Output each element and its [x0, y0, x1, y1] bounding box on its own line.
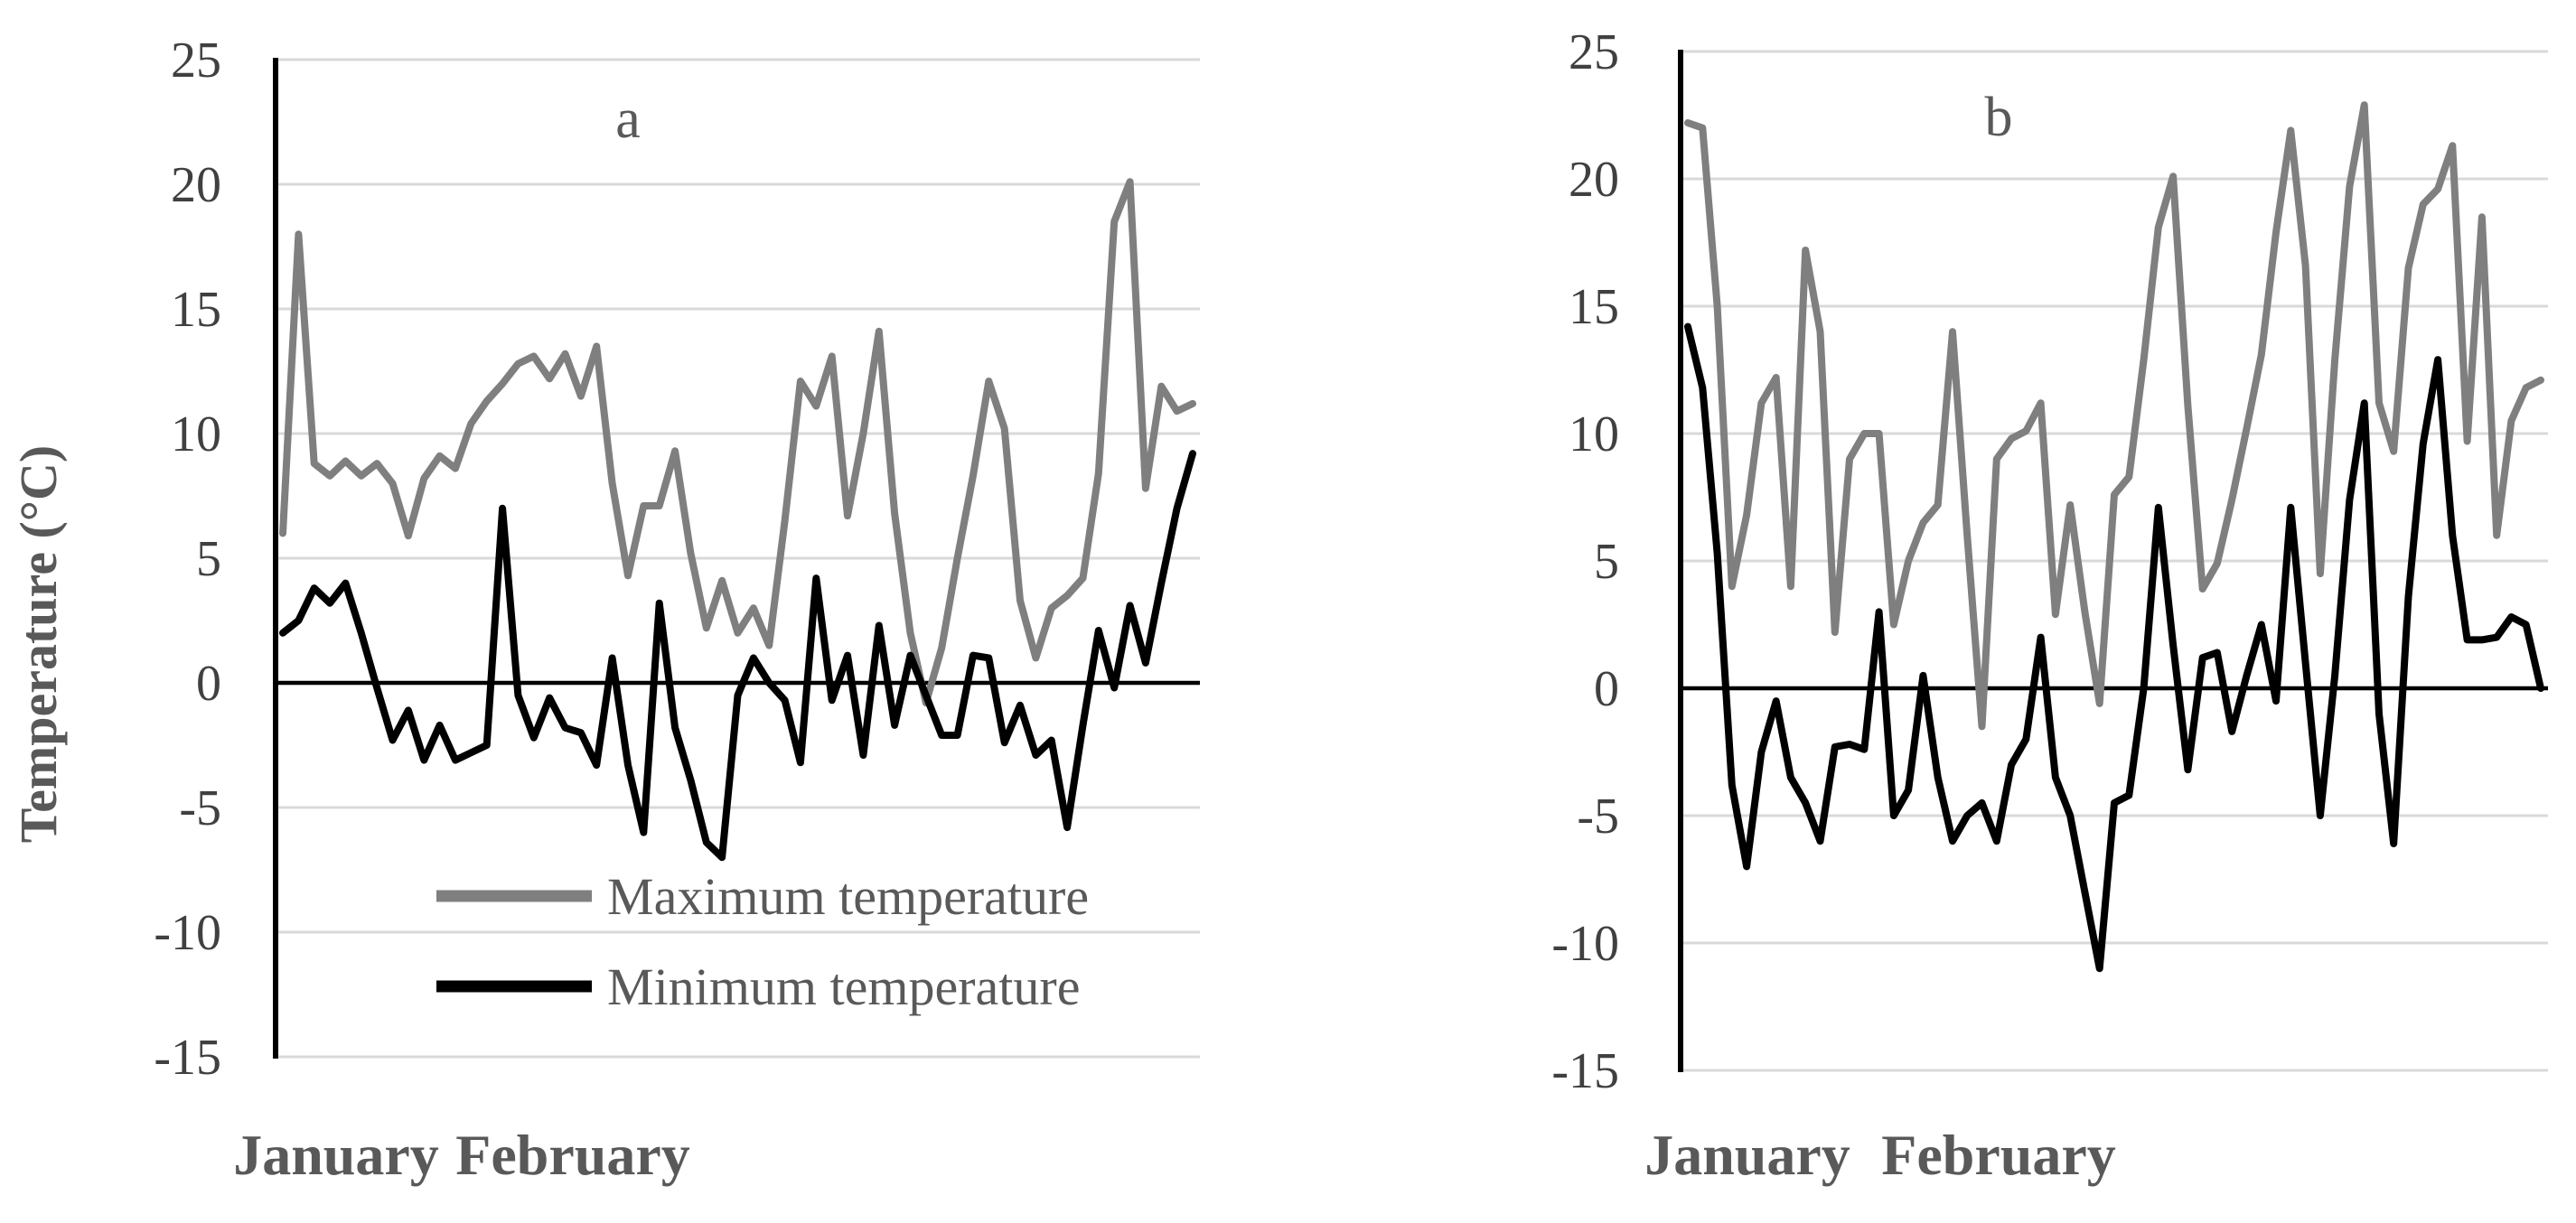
x-axis-label-january: January: [233, 1123, 439, 1187]
y-tick-label: 15: [171, 282, 221, 338]
panel-corner-label: a: [615, 89, 641, 150]
y-axis-title: Temperature (°C): [9, 445, 68, 843]
y-tick-label: -5: [179, 780, 221, 836]
y-tick-label: 10: [171, 406, 221, 462]
y-tick-label: -10: [1551, 916, 1619, 972]
y-tick-label: 20: [1569, 152, 1619, 208]
legend-max-label: Maximum temperature: [607, 867, 1089, 926]
y-tick-label: 25: [171, 33, 221, 89]
y-tick-label: 15: [1569, 279, 1619, 335]
min-temperature-line: [1684, 322, 2544, 973]
x-axis-label-february: February: [1881, 1123, 2116, 1187]
y-tick-label: -15: [1551, 1043, 1619, 1099]
y-tick-label: 10: [1569, 406, 1619, 462]
y-tick-label: -5: [1577, 789, 1619, 845]
y-tick-label: 0: [196, 656, 221, 712]
y-tick-label: 5: [196, 531, 221, 587]
y-tick-label: -15: [154, 1030, 221, 1086]
panel-b-chart: 25 20 15 10 5 0 -5 -10 -15 b January February: [1551, 24, 2548, 1187]
x-axis-label-february: February: [455, 1123, 690, 1187]
y-tick-label: 5: [1594, 534, 1619, 590]
legend-min-label: Minimum temperature: [607, 957, 1080, 1016]
y-tick-label: 20: [171, 157, 221, 213]
y-tick-label: -10: [154, 905, 221, 961]
x-axis-label-january: January: [1644, 1123, 1850, 1187]
min-temperature-line: [279, 450, 1196, 862]
panel-corner-label: b: [1985, 87, 2013, 148]
max-temperature-line: [279, 178, 1196, 707]
y-tick-label: 0: [1594, 661, 1619, 717]
panel-a-chart: 25 20 15 10 5 0 -5 -10 -15 Temperature (°C) a Janua…: [9, 33, 1200, 1187]
max-temperature-line: [1684, 101, 2544, 731]
y-tick-label: 25: [1569, 24, 1619, 80]
